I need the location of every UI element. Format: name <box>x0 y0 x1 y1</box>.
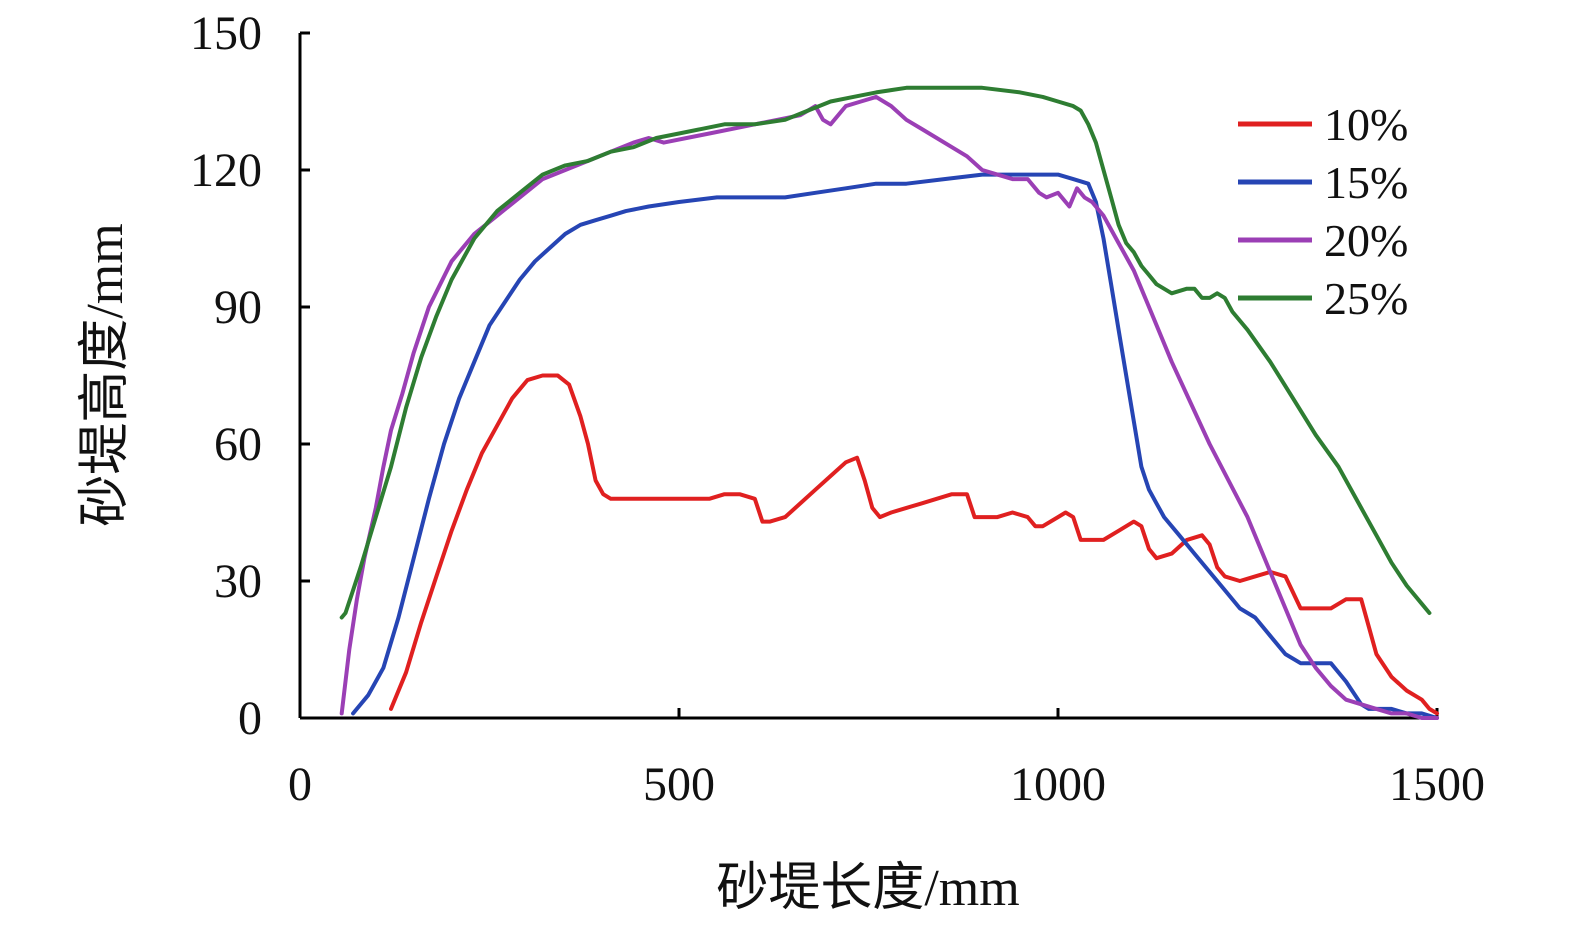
series-line-25% <box>339 85 1432 620</box>
y-ticks: 0 30 60 90 120 150 <box>190 7 310 745</box>
x-tick-label: 1500 <box>1389 758 1485 811</box>
y-axis-title: 砂堤高度/mm <box>77 223 134 526</box>
legend-label: 20% <box>1324 215 1408 266</box>
series-line-15% <box>351 172 1439 720</box>
y-tick-label: 90 <box>214 281 262 334</box>
y-tick-label: 120 <box>190 144 262 197</box>
x-tick-label: 0 <box>288 758 312 811</box>
legend-label: 25% <box>1324 273 1408 324</box>
y-tick-label: 60 <box>214 418 262 471</box>
plot-area: 0 500 1000 1500 0 30 60 90 120 150 <box>190 7 1485 811</box>
legend: 10% 15% 20% 25% <box>1238 99 1408 324</box>
series-line-10% <box>389 373 1439 716</box>
legend-label: 15% <box>1324 157 1408 208</box>
series-layer <box>339 85 1439 720</box>
x-axis-title: 砂堤长度/mm <box>716 860 1019 917</box>
y-tick-label: 0 <box>238 692 262 745</box>
x-tick-label: 500 <box>643 758 715 811</box>
x-ticks: 0 500 1000 1500 <box>288 708 1485 811</box>
y-tick-label: 30 <box>214 555 262 608</box>
legend-label: 10% <box>1324 99 1408 150</box>
x-tick-label: 1000 <box>1010 758 1106 811</box>
y-tick-label: 150 <box>190 7 262 60</box>
